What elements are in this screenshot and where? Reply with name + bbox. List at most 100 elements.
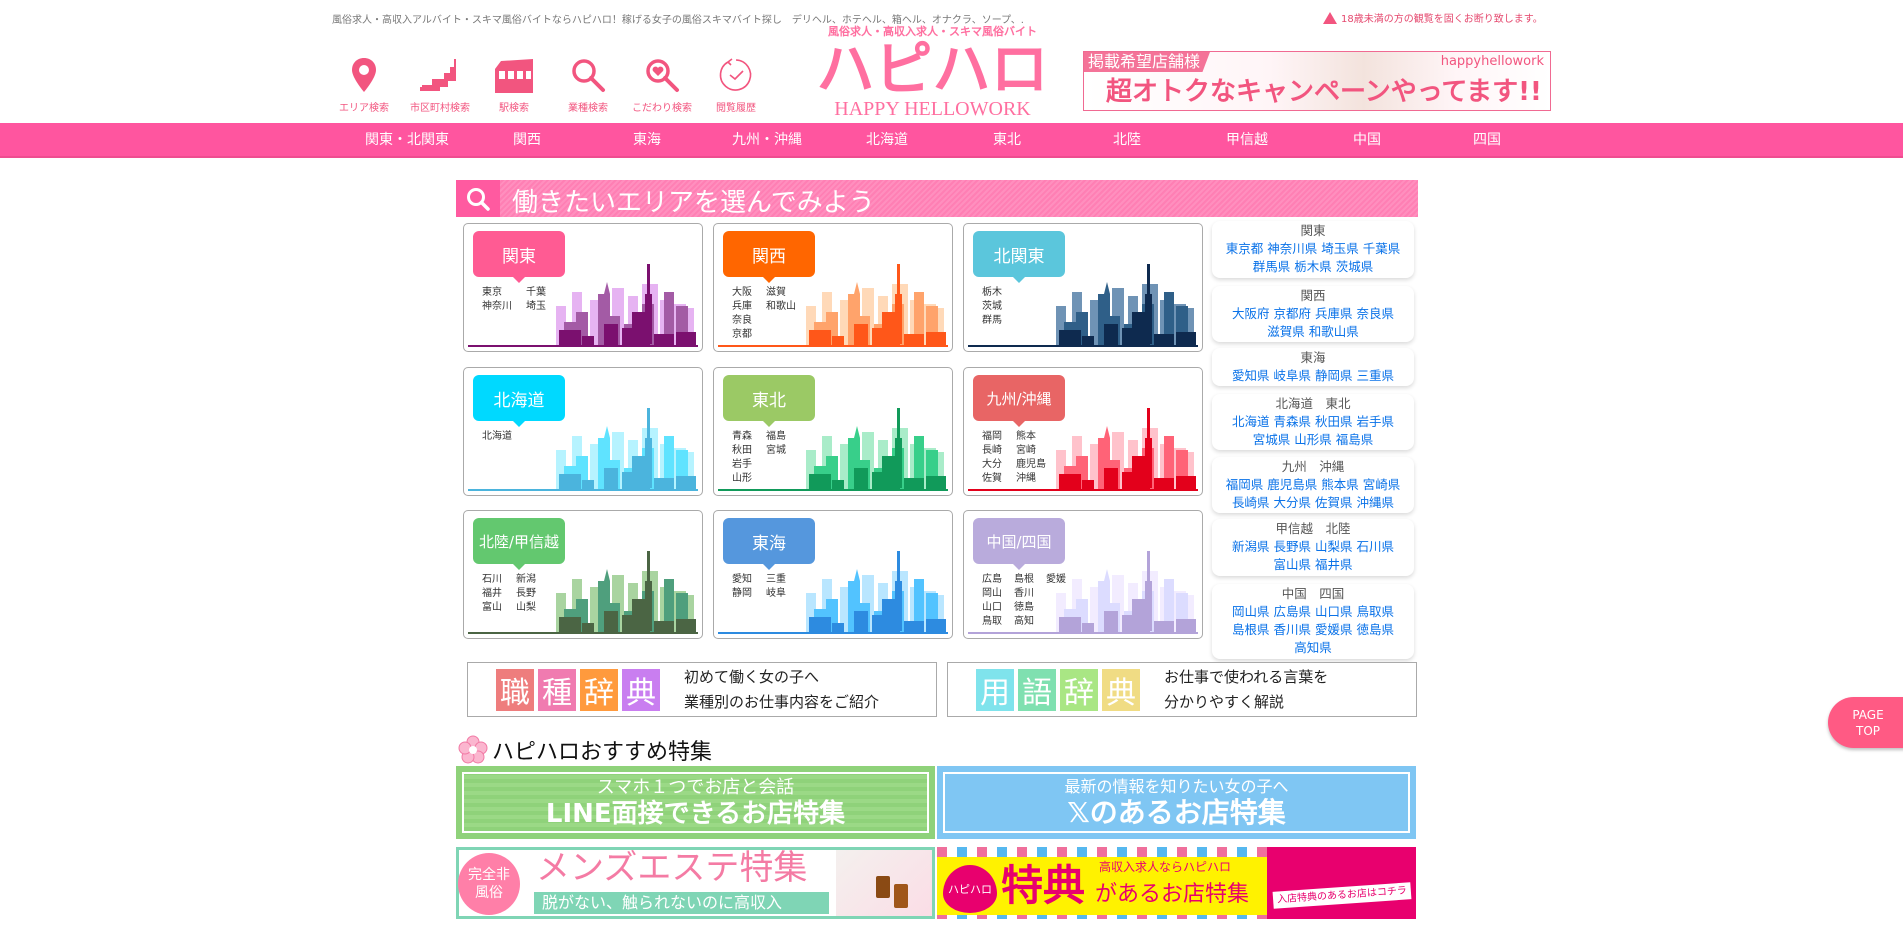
prefecture-link[interactable]: 長野県 <box>1273 539 1311 554</box>
prefecture-link[interactable]: 熊本県 <box>1321 477 1359 492</box>
nav-icon-search[interactable]: 業種検索 <box>551 55 625 114</box>
nav-icon-map-pin[interactable]: エリア検索 <box>327 55 401 114</box>
prefecture-link[interactable]: 奈良県 <box>1356 306 1395 321</box>
card-prefecture: 徳島 <box>1014 602 1034 613</box>
prefecture-link[interactable]: 香川県 <box>1273 622 1311 637</box>
prefecture-link[interactable]: 石川県 <box>1356 539 1395 554</box>
prefecture-link[interactable]: 福岡県 <box>1225 477 1264 492</box>
dictionary-line2: 分かりやすく解説 <box>1164 693 1285 711</box>
prefecture-link[interactable]: 岐阜県 <box>1273 368 1311 383</box>
area-card[interactable]: 北関東 栃木 茨城 群馬 <box>963 223 1203 352</box>
skyline-ground <box>718 345 948 347</box>
prefecture-link[interactable]: 福島県 <box>1335 432 1374 447</box>
prefecture-link[interactable]: 大阪府 <box>1231 306 1270 321</box>
nav-icon-label: 駅検索 <box>499 103 529 114</box>
prefecture-link[interactable]: 山梨県 <box>1315 539 1353 554</box>
skyline-building <box>1082 623 1094 633</box>
area-card[interactable]: 東北 青森 秋田 岩手 山形 福島 宮城 <box>713 367 953 496</box>
region-link[interactable]: 東北 <box>993 132 1021 148</box>
feature-mens-esthe[interactable]: 完全非風俗 メンズエステ特集 脱がない、触られないのに高収入 <box>456 847 935 919</box>
region-link[interactable]: 関東・北関東 <box>365 132 449 148</box>
skyline-building <box>1082 480 1094 490</box>
prefecture-link[interactable]: 宮城県 <box>1252 432 1291 447</box>
skyline-building <box>904 478 924 490</box>
site-logo[interactable]: 風俗求人・高収入求人・スキマ風俗バイト ハピハロ HAPPY HELLOWORK <box>800 25 1065 121</box>
advertiser-campaign-banner[interactable]: 掲載希望店舗様 happyhellowork 超オトクなキャンペーンやってます!… <box>1083 51 1551 111</box>
skyline-building <box>632 599 650 633</box>
area-card[interactable]: 中国/四国 広島 岡山 山口 鳥取 島根 香川 徳島 高知 愛媛 <box>963 510 1203 639</box>
region-link[interactable]: 甲信越 <box>1226 132 1268 148</box>
area-card[interactable]: 九州/沖縄 福岡 長崎 大分 佐賀 熊本 宮崎 鹿児島 沖縄 <box>963 367 1203 496</box>
prefecture-link[interactable]: 長崎県 <box>1231 495 1270 510</box>
nav-icon-heart-search[interactable]: こだわり検索 <box>625 55 699 114</box>
prefecture-link[interactable]: 鳥取県 <box>1356 604 1395 619</box>
nav-icon-japan-map[interactable]: 市区町村検索 <box>403 55 477 114</box>
prefecture-link[interactable]: 山形県 <box>1294 432 1332 447</box>
glossary-dictionary-banner[interactable]: 用語辞典 お仕事で使われる言葉を 分かりやすく解説 <box>947 662 1417 717</box>
feature-line-interview[interactable]: スマホ１つでお店と会話 LINE面接できるお店特集 <box>456 766 935 839</box>
prefecture-link[interactable]: 愛媛県 <box>1315 622 1353 637</box>
area-card[interactable]: 関東 東京 神奈川 千葉 埼玉 <box>463 223 703 352</box>
region-nav-bar: 関東・北関東 関西 東海 九州・沖縄 北海道 東北 北陸 甲信越 中国 四国 <box>0 123 1903 158</box>
area-card[interactable]: 関西 大阪 兵庫 奈良 京都 滋賀 和歌山 <box>713 223 953 352</box>
page-top-button[interactable]: PAGE TOP <box>1828 697 1903 748</box>
skyline-building <box>1132 599 1150 633</box>
region-link[interactable]: 北海道 <box>866 132 908 148</box>
prefecture-link[interactable]: 鹿児島県 <box>1267 477 1318 492</box>
prefecture-link[interactable]: 福井県 <box>1315 557 1353 572</box>
feature-bonus-shops[interactable]: ハピハロ 特典 高収入求人ならハピハロ があるお店特集 入店特典のあるお店はコチ… <box>937 847 1416 919</box>
prefecture-link[interactable]: 滋賀県 <box>1267 324 1305 339</box>
prefecture-link[interactable]: 栃木県 <box>1294 259 1332 274</box>
prefecture-link[interactable]: 青森県 <box>1273 414 1311 429</box>
area-card[interactable]: 北海道 北海道 <box>463 367 703 496</box>
prefecture-link[interactable]: 三重県 <box>1356 368 1395 383</box>
prefecture-link[interactable]: 佐賀県 <box>1315 495 1353 510</box>
prefecture-link[interactable]: 神奈川県 <box>1267 241 1318 256</box>
prefecture-link[interactable]: 大分県 <box>1273 495 1311 510</box>
prefecture-link[interactable]: 東京都 <box>1225 241 1264 256</box>
prefecture-link[interactable]: 沖縄県 <box>1356 495 1395 510</box>
prefecture-link[interactable]: 秋田県 <box>1315 414 1353 429</box>
prefecture-link[interactable]: 広島県 <box>1273 604 1311 619</box>
prefecture-link[interactable]: 岡山県 <box>1231 604 1270 619</box>
area-card[interactable]: 東海 愛知 静岡 三重 岐阜 <box>713 510 953 639</box>
feature-badge: 完全非風俗 <box>458 853 520 915</box>
prefecture-link[interactable]: 千葉県 <box>1362 241 1401 256</box>
skyline-building <box>806 306 816 346</box>
feature-x-account[interactable]: 最新の情報を知りたい女の子へ 𝕏のあるお店特集 <box>937 766 1416 839</box>
prefecture-link[interactable]: 新潟県 <box>1231 539 1270 554</box>
skyline-building <box>582 623 594 633</box>
prefecture-link[interactable]: 島根県 <box>1231 622 1270 637</box>
job-dictionary-banner[interactable]: 職種辞典 初めて働く女の子へ 業種別のお仕事内容をご紹介 <box>467 662 937 717</box>
prefecture-link[interactable]: 茨城県 <box>1335 259 1374 274</box>
skyline-tower <box>604 282 610 294</box>
nav-icon-train[interactable]: 駅検索 <box>477 55 551 114</box>
prefecture-link[interactable]: 岩手県 <box>1356 414 1395 429</box>
prefecture-link[interactable]: 徳島県 <box>1356 622 1395 637</box>
region-link[interactable]: 四国 <box>1473 132 1501 148</box>
prefecture-link[interactable]: 山口県 <box>1315 604 1353 619</box>
prefecture-link[interactable]: 愛知県 <box>1231 368 1270 383</box>
region-link[interactable]: 九州・沖縄 <box>732 132 802 148</box>
prefecture-link[interactable]: 宮崎県 <box>1362 477 1401 492</box>
prefecture-link[interactable]: 埼玉県 <box>1321 241 1359 256</box>
prefecture-link[interactable]: 京都府 <box>1273 306 1311 321</box>
prefecture-link[interactable]: 高知県 <box>1294 640 1332 655</box>
prefecture-link[interactable]: 静岡県 <box>1315 368 1353 383</box>
region-link[interactable]: 中国 <box>1353 132 1381 148</box>
region-link[interactable]: 北陸 <box>1113 132 1141 148</box>
skyline-building <box>1056 306 1066 346</box>
prefecture-link[interactable]: 和歌山県 <box>1308 324 1359 339</box>
skyline-building <box>676 332 696 346</box>
card-prefecture: 新潟 <box>516 574 536 585</box>
region-link[interactable]: 関西 <box>513 132 541 148</box>
prefecture-link[interactable]: 富山県 <box>1273 557 1311 572</box>
prefecture-link[interactable]: 群馬県 <box>1252 259 1291 274</box>
prefecture-link[interactable]: 北海道 <box>1231 414 1270 429</box>
area-card[interactable]: 北陸/甲信越 石川 福井 富山 新潟 長野 山梨 <box>463 510 703 639</box>
nav-icon-history-clock[interactable]: 閲覧履歴 <box>699 55 773 114</box>
prefecture-link[interactable]: 兵庫県 <box>1315 306 1353 321</box>
region-link[interactable]: 東海 <box>633 132 661 148</box>
skyline-building <box>926 619 946 633</box>
card-prefecture: 石川 <box>482 574 502 585</box>
